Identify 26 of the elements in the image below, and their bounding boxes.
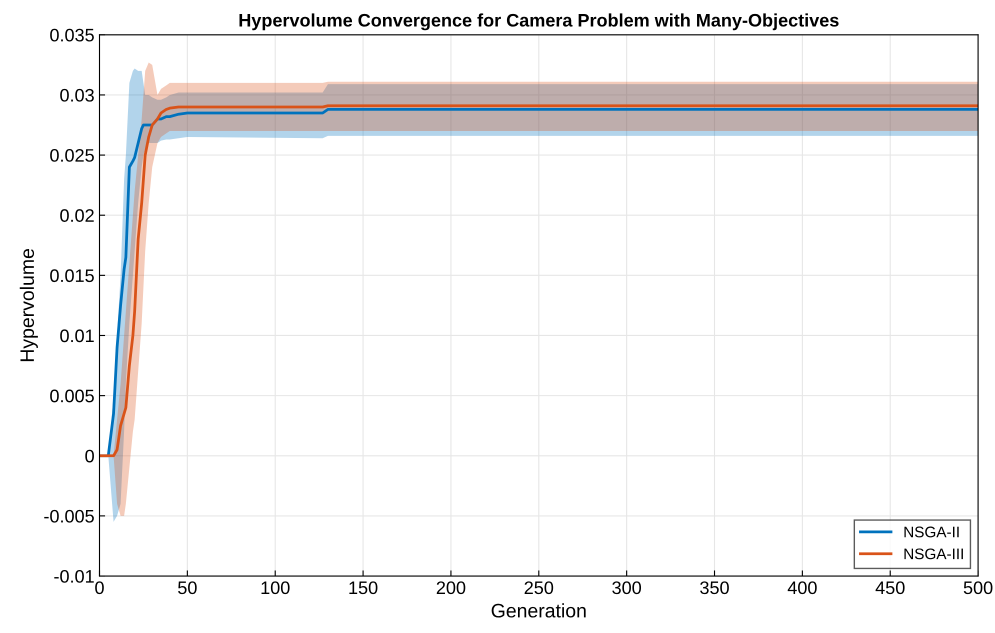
y-tick-label: 0 [85,450,94,462]
x-tick-label: 100 [262,581,290,594]
y-tick-label: 0.01 [60,329,94,342]
y-tick-label: 0.005 [50,390,94,402]
y-tick-label: -0.005 [44,510,94,523]
y-axis-title: Hypervolume [20,249,38,362]
legend-label: NSGA-III [904,548,963,560]
x-tick-label: 200 [436,581,466,594]
x-tick-label: 500 [964,581,992,594]
y-tick-label: 0.02 [60,209,94,222]
y-tick-label: 0.035 [50,28,94,42]
y-tick-label: 0.025 [50,149,94,162]
x-tick-label: 400 [788,581,817,594]
y-tick-label: 0.03 [60,88,94,102]
x-tick-label: 50 [178,581,197,594]
legend-label: NSGA-II [904,526,959,538]
x-axis-title: Generation [492,603,586,618]
x-tick-label: 350 [700,581,729,594]
x-tick-label: 250 [524,581,554,594]
x-tick-label: 150 [349,581,378,594]
x-tick-label: 300 [612,581,642,594]
chart-title: Hypervolume Convergence for Camera Problem with Many-Objectives [240,13,839,30]
y-tick-label: -0.01 [54,570,94,583]
x-tick-label: 450 [876,581,905,594]
y-tick-label: 0.015 [50,269,94,282]
x-tick-label: 0 [95,581,104,594]
